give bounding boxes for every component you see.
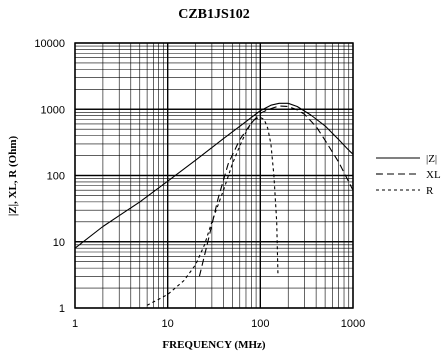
y-tick-label: 100 — [47, 171, 65, 183]
legend: |Z| XL R — [376, 153, 441, 197]
y-axis-title: |Z|, XL, R (Ohm) — [7, 136, 19, 217]
y-tick-labels: 1 10 100 1000 10000 — [34, 38, 65, 315]
x-tick-label: 1000 — [341, 318, 365, 330]
legend-label: |Z| — [426, 153, 437, 165]
x-axis-title: FREQUENCY (MHz) — [162, 339, 265, 351]
x-tick-label: 100 — [251, 318, 269, 330]
legend-label: R — [426, 185, 434, 197]
plot-grid — [74, 42, 354, 309]
chart-title: CZB1JS102 — [178, 7, 250, 22]
x-tick-labels: 1 10 100 1000 — [72, 318, 365, 330]
x-tick-label: 10 — [162, 318, 174, 330]
x-tick-label: 1 — [72, 318, 78, 330]
y-tick-label: 10000 — [34, 38, 65, 50]
plot-frame — [74, 42, 354, 309]
y-tick-label: 10 — [53, 237, 65, 249]
y-tick-label: 1 — [59, 303, 65, 315]
legend-label: XL — [426, 169, 441, 181]
series-line — [146, 116, 279, 306]
series-lines — [74, 102, 354, 306]
y-tick-label: 1000 — [41, 104, 65, 116]
series-line — [198, 105, 354, 277]
series-line — [74, 102, 354, 249]
